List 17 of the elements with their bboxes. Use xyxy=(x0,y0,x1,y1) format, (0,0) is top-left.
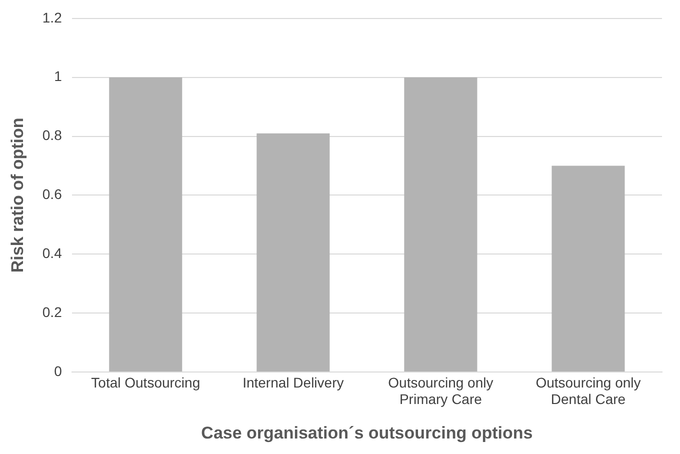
x-tick-label: Outsourcing only Dental Care xyxy=(536,374,641,408)
x-tick-label: Total Outsourcing xyxy=(91,374,200,390)
bar xyxy=(109,77,182,372)
y-tick-label: 0.4 xyxy=(42,244,62,261)
y-axis-title: Risk ratio of option xyxy=(8,118,27,273)
x-tick-label: Outsourcing only Primary Care xyxy=(388,374,494,408)
y-tick-label: 1 xyxy=(54,68,62,84)
y-tick-label: 0.2 xyxy=(42,304,62,320)
bar xyxy=(404,77,478,372)
y-tick-label: 1.2 xyxy=(42,9,62,26)
bar xyxy=(552,166,625,372)
x-axis-title: Case organisation´s outsourcing options xyxy=(201,423,533,442)
y-tick-label: 0 xyxy=(54,362,62,379)
y-tick-label: 0.8 xyxy=(42,127,62,144)
y-tick-label: 0.6 xyxy=(42,186,62,202)
bar xyxy=(256,133,330,372)
x-tick-label: Internal Delivery xyxy=(242,374,344,390)
